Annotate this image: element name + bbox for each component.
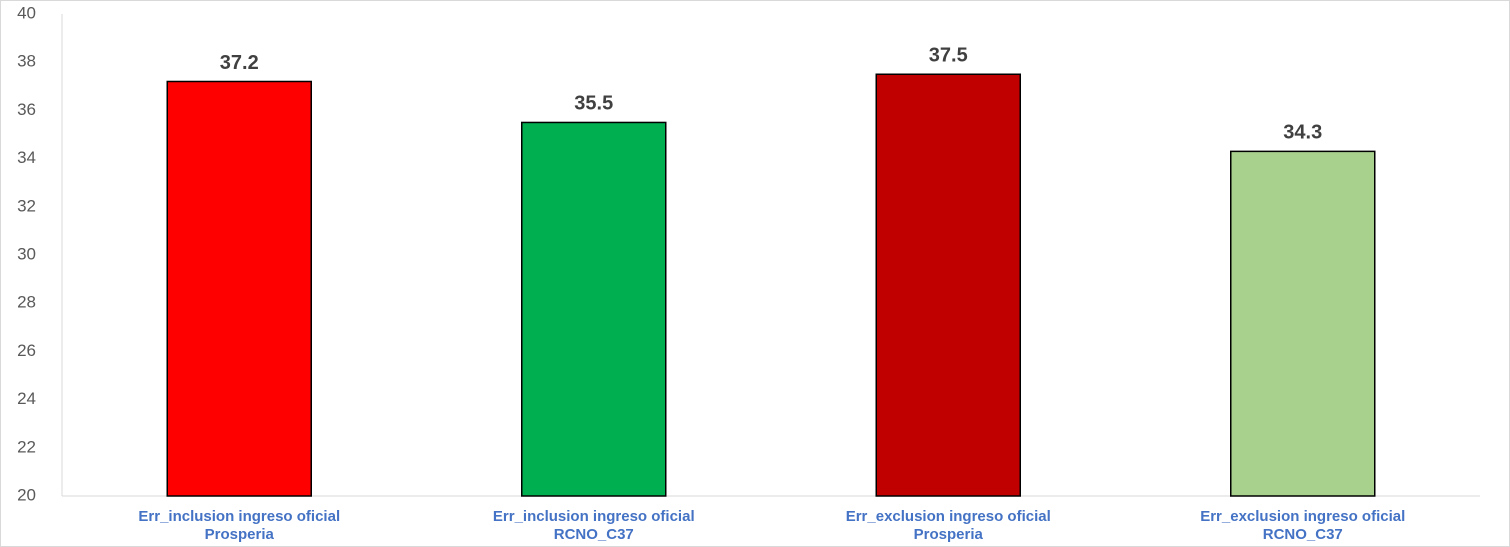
y-tick-label: 20: [17, 485, 36, 504]
x-tick-label: Err_exclusion ingreso oficial RCNO_C37: [1200, 508, 1406, 543]
data-label: 35.5: [574, 93, 613, 115]
y-tick-label: 22: [17, 437, 36, 456]
data-label: 34.3: [1283, 122, 1322, 144]
y-tick-label: 34: [17, 148, 36, 167]
x-tick-label: Err_inclusion ingreso oficial Prosperia: [138, 508, 341, 543]
y-tick-label: 24: [17, 389, 36, 408]
y-tick-label: 36: [17, 100, 36, 119]
y-tick-label: 30: [17, 244, 36, 263]
bar: [521, 121, 667, 497]
y-tick-label: 28: [17, 293, 36, 312]
x-tick-label: Err_exclusion ingreso oficial Prosperia: [845, 508, 1051, 543]
x-tick-label: Err_inclusion ingreso oficial RCNO_C37: [492, 508, 695, 543]
y-tick-label: 40: [17, 3, 36, 22]
y-tick-label: 26: [17, 341, 36, 360]
bar: [1230, 150, 1376, 497]
y-tick-label: 32: [17, 196, 36, 215]
data-label: 37.5: [929, 45, 968, 67]
y-tick-label: 38: [17, 52, 36, 71]
data-label: 37.2: [220, 52, 259, 74]
bar: [166, 80, 312, 497]
bar: [875, 73, 1021, 497]
